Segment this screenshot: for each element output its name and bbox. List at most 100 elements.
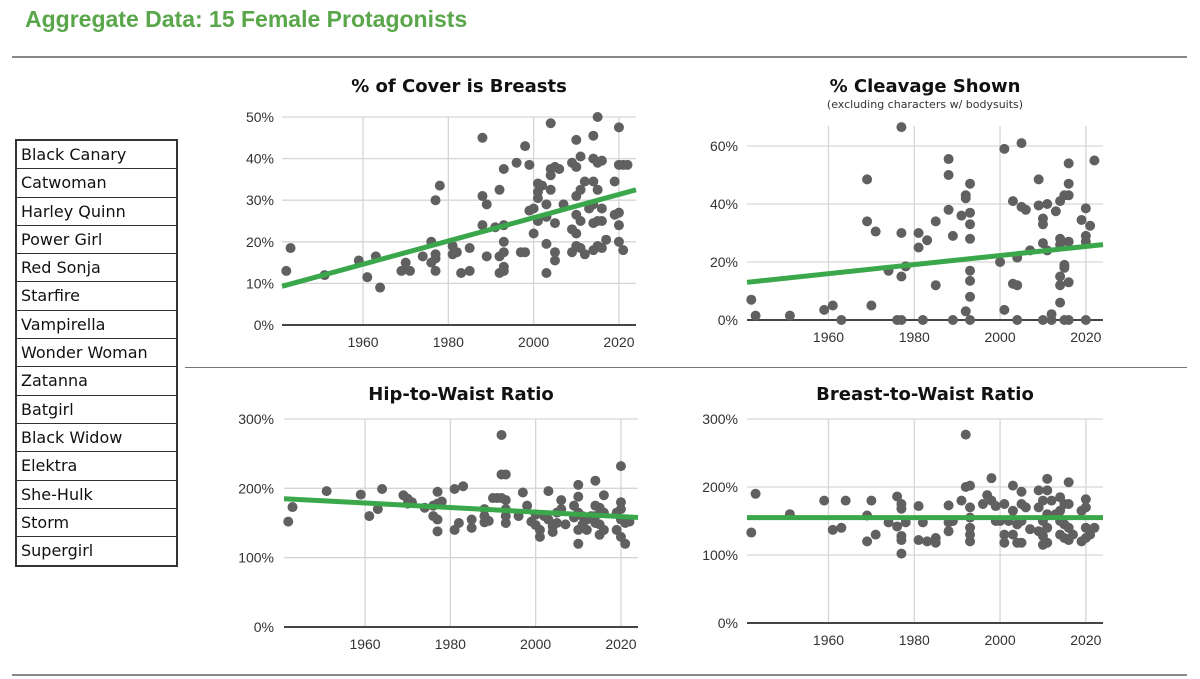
data-point — [870, 226, 881, 237]
data-point — [896, 315, 907, 325]
trendline — [746, 242, 1104, 285]
data-point — [1025, 524, 1036, 535]
data-point — [746, 294, 757, 305]
data-point — [432, 526, 443, 537]
data-point — [464, 243, 475, 254]
data-point — [498, 265, 509, 276]
data-point — [579, 176, 590, 187]
data-point — [960, 429, 971, 440]
data-point — [1020, 502, 1031, 513]
data-point — [615, 504, 626, 515]
data-point — [571, 161, 582, 172]
data-point — [596, 216, 607, 226]
y-tick-label: 300% — [238, 411, 274, 427]
data-point — [573, 538, 584, 549]
page-title: Aggregate Data: 15 Female Protagonists — [25, 6, 468, 32]
y-tick-label: 200% — [702, 479, 738, 495]
data-point — [1063, 277, 1074, 288]
y-tick-label: 20% — [246, 234, 274, 250]
data-point — [922, 536, 933, 547]
data-point — [432, 486, 443, 497]
data-point — [746, 527, 757, 538]
data-point — [965, 219, 976, 230]
data-point — [965, 536, 976, 547]
chart-cover-breasts: % of Cover is Breasts 0% 10% 20% 30% 40% 50% 19… — [246, 76, 637, 350]
data-point — [1037, 238, 1048, 249]
legend-item: Harley Quinn — [17, 198, 176, 226]
x-tick-label: 2000 — [984, 329, 1015, 345]
data-point — [1063, 178, 1074, 189]
data-point — [956, 495, 967, 506]
data-point — [545, 170, 556, 181]
data-point — [588, 130, 599, 141]
data-point — [960, 306, 971, 317]
x-tick-label: 1980 — [899, 632, 930, 648]
data-point — [827, 524, 838, 535]
data-point — [520, 247, 531, 258]
data-point — [1007, 196, 1018, 207]
chart-breast-to-waist: Breast-to-Waist Ratio 0% 100% 200% 300% 1960 1… — [702, 384, 1103, 648]
data-point — [498, 164, 509, 174]
data-point — [913, 535, 924, 546]
data-point — [375, 282, 386, 293]
chart-title: % Cleavage Shown — [830, 76, 1021, 97]
data-point — [500, 511, 511, 522]
legend-item: Wonder Woman — [17, 339, 176, 368]
data-point — [613, 122, 624, 133]
data-point — [511, 157, 522, 168]
data-point — [545, 184, 556, 195]
data-point — [579, 249, 590, 260]
data-point — [1063, 315, 1074, 325]
data-point — [537, 180, 548, 191]
data-point — [524, 159, 535, 170]
data-point — [892, 491, 903, 502]
data-point — [986, 473, 997, 484]
data-point — [449, 484, 460, 495]
data-point — [613, 236, 624, 247]
data-point — [622, 159, 633, 170]
data-point — [432, 514, 443, 525]
x-tick-label: 1980 — [433, 334, 464, 350]
data-point — [498, 236, 509, 247]
data-point — [458, 481, 469, 492]
data-point — [575, 151, 586, 162]
data-point — [1033, 174, 1044, 185]
data-point — [930, 216, 941, 227]
data-point — [430, 195, 441, 206]
data-point — [1063, 236, 1074, 247]
data-point — [573, 479, 584, 490]
y-tick-label: 0% — [254, 317, 274, 333]
data-point — [483, 515, 494, 526]
data-point — [960, 193, 971, 204]
data-point — [613, 220, 624, 231]
data-point — [917, 315, 928, 325]
data-point — [596, 155, 607, 166]
legend-item: Power Girl — [17, 226, 176, 255]
data-point — [545, 118, 556, 129]
chart-subtitle: (excluding characters w/ bodysuits) — [827, 98, 1023, 111]
data-point — [956, 210, 967, 221]
data-point — [1080, 203, 1091, 214]
data-point — [1055, 280, 1066, 291]
data-point — [750, 488, 761, 499]
data-point — [965, 291, 976, 302]
data-point — [1037, 315, 1048, 325]
data-point — [965, 207, 976, 218]
data-point — [995, 257, 1006, 267]
data-point — [913, 501, 924, 512]
data-point — [943, 170, 954, 180]
data-point — [930, 280, 941, 291]
data-point — [930, 537, 941, 548]
data-point — [836, 315, 847, 325]
chart-title: Breast-to-Waist Ratio — [816, 384, 1034, 405]
data-point — [999, 143, 1010, 154]
top-divider — [12, 56, 1187, 58]
data-point — [1063, 158, 1074, 169]
data-point — [571, 134, 582, 145]
data-point — [287, 502, 298, 513]
data-point — [1063, 477, 1074, 488]
data-point — [896, 548, 907, 559]
data-point — [481, 251, 492, 262]
data-point — [430, 253, 441, 264]
data-point — [1055, 297, 1066, 308]
